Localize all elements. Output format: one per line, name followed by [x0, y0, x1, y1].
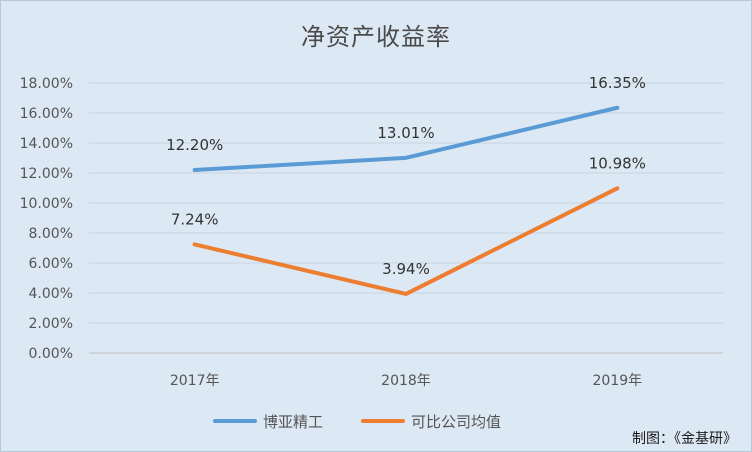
data-point [615, 186, 619, 190]
data-label: 12.20% [166, 136, 223, 154]
data-label: 16.35% [589, 74, 646, 92]
credit-text: 制图：《金基研》 [632, 431, 737, 447]
y-tick-label: 14.00% [20, 136, 73, 152]
legend-label: 可比公司均值 [411, 413, 501, 431]
y-tick-label: 6.00% [29, 256, 73, 272]
y-tick-label: 12.00% [20, 166, 73, 182]
data-point [193, 168, 197, 172]
series-line-2 [192, 186, 620, 296]
y-tick-label: 2.00% [29, 316, 73, 332]
y-tick-label: 8.00% [29, 226, 73, 242]
data-label: 7.24% [171, 210, 219, 228]
x-tick-label: 2017年 [170, 373, 220, 389]
data-point [404, 156, 408, 160]
y-tick-label: 0.00% [29, 346, 73, 362]
data-point [193, 242, 197, 246]
legend-label: 博亚精工 [263, 413, 323, 431]
data-point [404, 292, 408, 296]
y-tick-label: 4.00% [29, 286, 73, 302]
y-tick-label: 10.00% [20, 196, 73, 212]
x-tick-label: 2018年 [381, 373, 431, 389]
y-tick-label: 18.00% [20, 76, 73, 92]
y-tick-label: 16.00% [20, 106, 73, 122]
chart-title: 净资产收益率 [301, 23, 451, 51]
data-point [615, 106, 619, 110]
data-label: 3.94% [382, 260, 430, 278]
data-label: 10.98% [589, 154, 646, 172]
data-label: 13.01% [377, 124, 434, 142]
x-tick-label: 2019年 [593, 373, 643, 389]
